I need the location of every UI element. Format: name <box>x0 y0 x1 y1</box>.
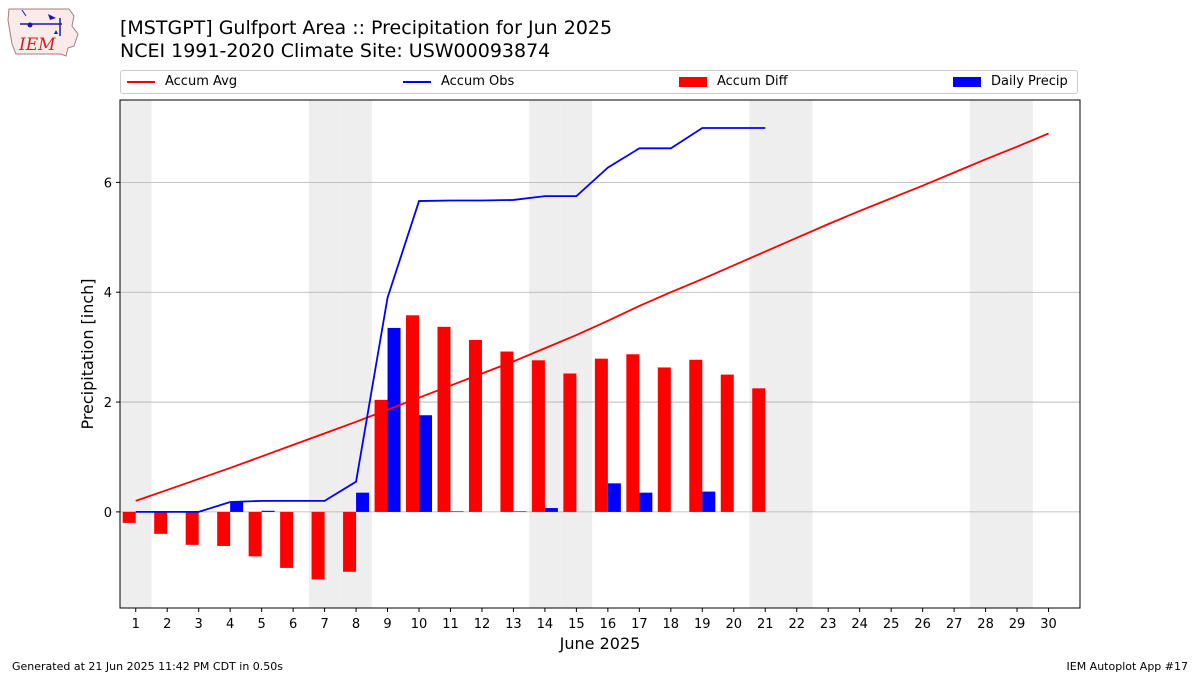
accum-diff-bar <box>122 511 136 523</box>
chart-title: [MSTGPT] Gulfport Area :: Precipitation … <box>120 17 613 39</box>
accum-diff-bar <box>563 373 577 512</box>
daily-precip-bar <box>513 511 527 512</box>
accum-diff-bar <box>154 511 168 534</box>
x-tick-label: 19 <box>694 617 711 632</box>
x-tick-label: 1 <box>132 617 140 632</box>
daily-precip-bar <box>544 508 558 512</box>
y-tick-label: 0 <box>104 506 112 521</box>
weekend-band <box>1001 100 1033 608</box>
accum-diff-bar <box>437 326 451 512</box>
chart-legend: Accum Avg Accum Obs Accum Diff Daily Precip <box>120 70 1078 94</box>
iem-logo: IEM <box>6 4 82 60</box>
accum-diff-bar <box>248 511 262 557</box>
x-tick-label: 23 <box>820 617 837 632</box>
x-tick-label: 28 <box>977 617 994 632</box>
accum-diff-bar <box>720 374 734 512</box>
x-tick-label: 30 <box>1040 617 1057 632</box>
legend-item-accum-avg: Accum Avg <box>127 74 237 89</box>
legend-swatch <box>403 80 431 83</box>
y-tick-label: 2 <box>104 396 112 411</box>
x-tick-label: 24 <box>851 617 868 632</box>
x-tick-label: 5 <box>257 617 265 632</box>
x-tick-label: 9 <box>383 617 391 632</box>
legend-swatch <box>953 76 981 87</box>
legend-swatch <box>679 76 707 87</box>
accum-diff-bar <box>280 511 294 568</box>
legend-item-daily-precip: Daily Precip <box>953 74 1068 89</box>
generated-timestamp: Generated at 21 Jun 2025 11:42 PM CDT in… <box>12 660 284 673</box>
x-tick-label: 14 <box>537 617 554 632</box>
weekend-band <box>120 100 152 608</box>
x-tick-label: 10 <box>411 617 428 632</box>
legend-item-accum-obs: Accum Obs <box>403 74 514 89</box>
x-tick-label: 26 <box>914 617 931 632</box>
daily-precip-bar <box>702 491 716 512</box>
x-tick-label: 17 <box>631 617 648 632</box>
x-tick-label: 15 <box>568 617 585 632</box>
x-tick-label: 25 <box>883 617 900 632</box>
legend-label: Daily Precip <box>991 74 1068 89</box>
x-tick-label: 4 <box>226 617 234 632</box>
y-axis-label: Precipitation [inch] <box>78 278 97 429</box>
accum-diff-bar <box>406 315 420 512</box>
x-tick-label: 27 <box>946 617 963 632</box>
accum-avg-line <box>135 132 1049 502</box>
x-tick-label: 16 <box>600 617 617 632</box>
weekend-band <box>969 100 1002 608</box>
daily-precip-bar <box>387 327 401 512</box>
legend-label: Accum Avg <box>165 74 238 89</box>
x-tick-label: 21 <box>757 617 774 632</box>
plot-frame <box>119 99 1081 609</box>
daily-precip-bar <box>450 511 464 512</box>
accum-diff-bar <box>752 388 766 512</box>
legend-label: Accum Obs <box>441 74 515 89</box>
accum-diff-bar <box>500 351 514 512</box>
accum-diff-bar <box>689 359 703 512</box>
accum-diff-bar <box>185 511 199 545</box>
legend-swatch <box>127 80 155 83</box>
daily-precip-bar <box>230 502 244 512</box>
autoplot-app-label: IEM Autoplot App #17 <box>1066 660 1189 673</box>
weekend-band <box>749 100 781 608</box>
x-tick-label: 6 <box>289 617 297 632</box>
x-tick-label: 3 <box>195 617 203 632</box>
x-tick-label: 8 <box>352 617 360 632</box>
accum-diff-bar <box>531 360 545 512</box>
x-tick-label: 2 <box>163 617 171 632</box>
x-tick-label: 12 <box>474 617 491 632</box>
accum-diff-bar <box>217 511 231 546</box>
accum-diff-bar <box>374 399 388 512</box>
x-tick-label: 7 <box>320 617 328 632</box>
accum-diff-bar <box>657 367 671 512</box>
daily-precip-bar <box>607 483 621 512</box>
legend-item-accum-diff: Accum Diff <box>679 74 788 89</box>
x-tick-label: 11 <box>442 617 459 632</box>
x-tick-label: 22 <box>788 617 805 632</box>
legend-label: Accum Diff <box>717 74 788 89</box>
daily-precip-bar <box>261 510 275 512</box>
iem-logo-graphic: IEM <box>7 8 79 57</box>
weekend-band <box>529 100 561 608</box>
accum-diff-bar <box>594 358 608 512</box>
svg-text:IEM: IEM <box>18 35 56 55</box>
weekend-band <box>560 100 593 608</box>
x-axis-label: June 2025 <box>559 634 641 653</box>
x-tick-label: 13 <box>505 617 522 632</box>
accum-diff-bar <box>311 511 325 580</box>
daily-precip-bar <box>639 492 653 512</box>
accum-diff-bar <box>626 354 640 512</box>
x-tick-label: 18 <box>663 617 680 632</box>
accum-diff-bar <box>468 339 482 512</box>
weekend-band <box>780 100 813 608</box>
accum-diff-bar <box>343 511 357 572</box>
chart-subtitle: NCEI 1991-2020 Climate Site: USW00093874 <box>120 40 551 62</box>
x-tick-label: 20 <box>725 617 742 632</box>
accum-obs-line <box>135 127 766 513</box>
y-tick-label: 4 <box>104 286 112 301</box>
daily-precip-bar <box>356 492 370 512</box>
x-tick-label: 29 <box>1009 617 1026 632</box>
daily-precip-bar <box>419 415 433 512</box>
y-tick-label: 6 <box>104 176 112 191</box>
